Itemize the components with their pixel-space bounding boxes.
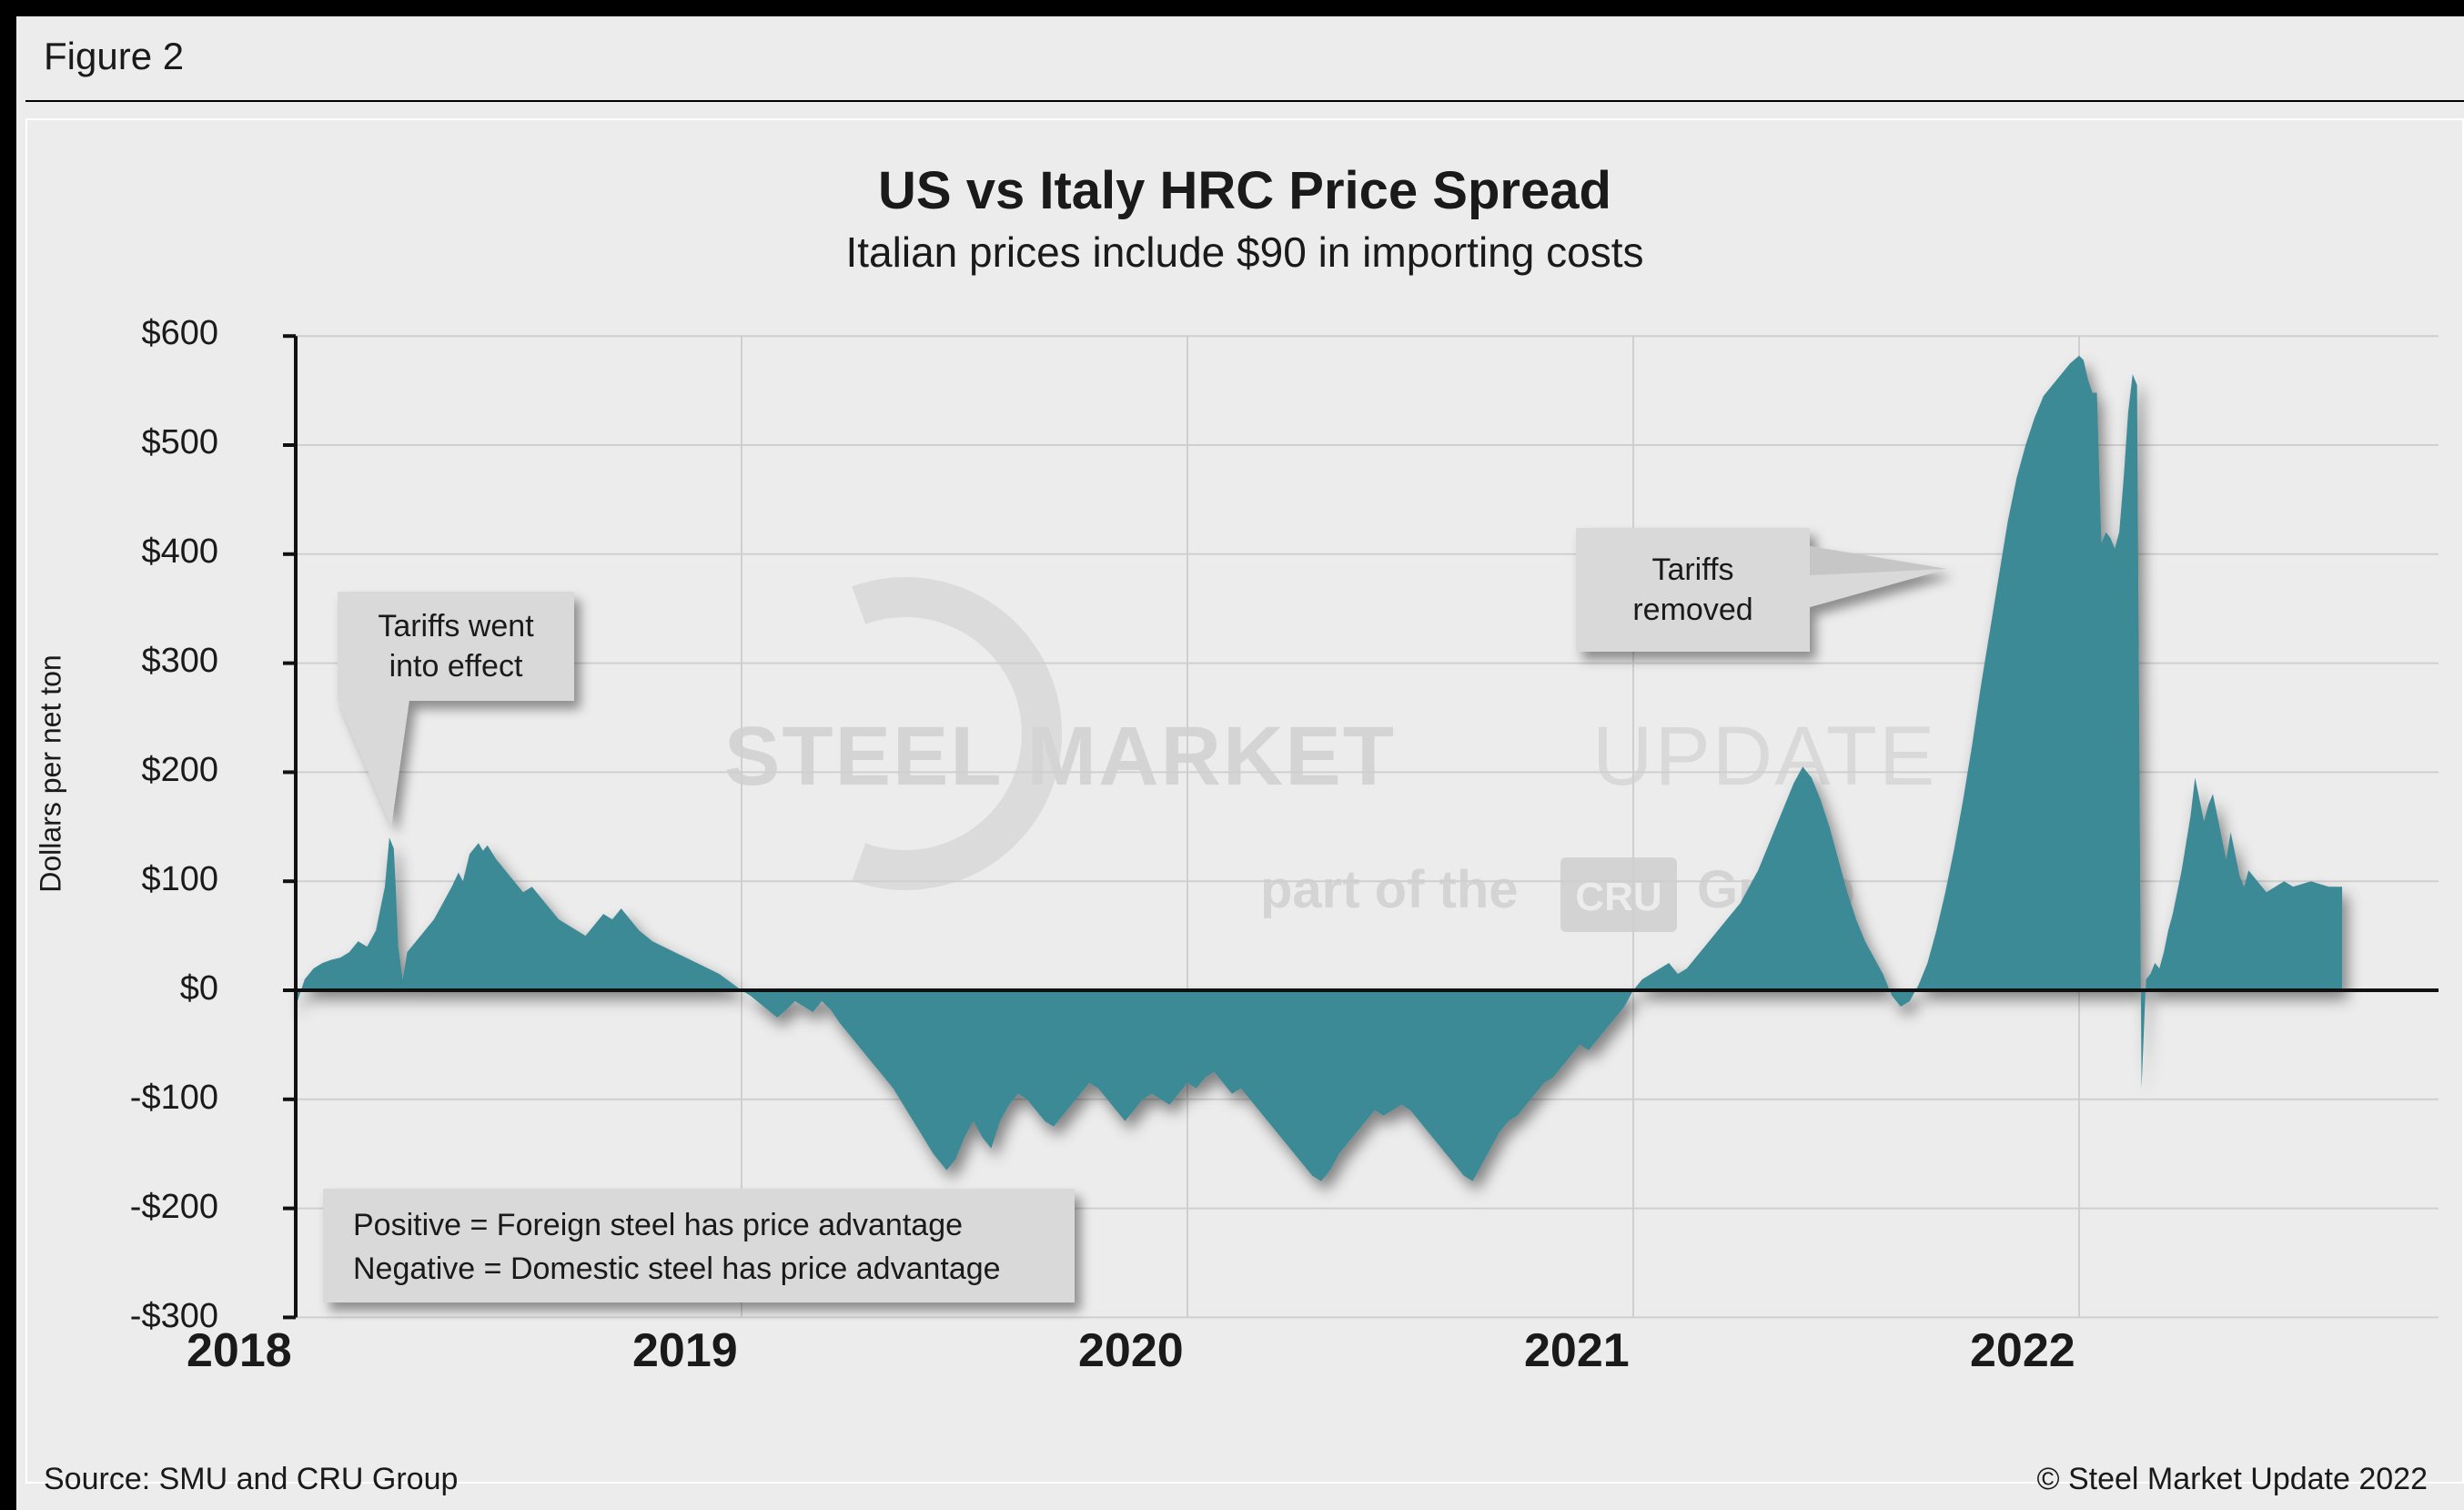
- svg-text:part of the: part of the: [1260, 860, 1519, 919]
- svg-text:UPDATE: UPDATE: [1592, 710, 1936, 803]
